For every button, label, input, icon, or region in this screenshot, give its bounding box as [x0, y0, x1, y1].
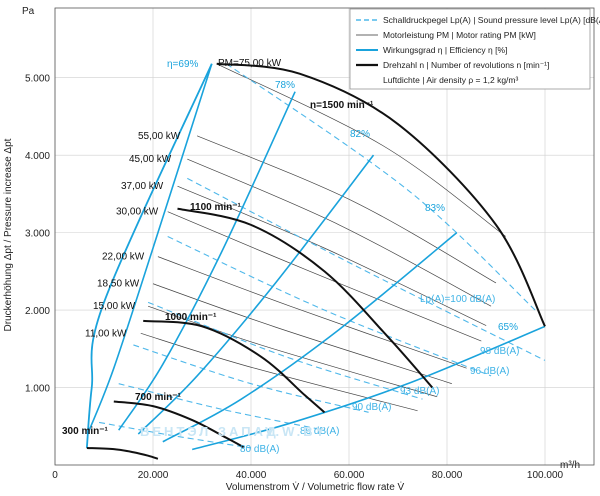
motor-top-label: PM=75,00 kW: [218, 58, 282, 69]
watermark: ВЕНТЭЛ ЗАПАД: [140, 424, 279, 439]
sound-pressure-label: 80 dB(A): [240, 444, 279, 455]
sound-pressure-label: Lp(A)=100 dB(A): [420, 294, 495, 305]
speed-curves: [86, 62, 546, 460]
speed-curve: [143, 319, 326, 414]
legend-label: Drehzahl n | Number of revolutions n [mi…: [383, 60, 549, 70]
motor-rating-line: [152, 283, 453, 385]
axes: 0 20.000 40.000 60.000 80.000 100.000 1.000 2.0…: [25, 7, 595, 481]
efficiency-line: [162, 232, 458, 443]
y-tick-label: 2.000: [25, 306, 50, 317]
efficiency-line: [88, 63, 213, 431]
motor-rating-line: [157, 256, 467, 369]
motor-rating-label: 18,50 kW: [97, 279, 140, 290]
efficiency-line: [137, 154, 375, 435]
motor-rating-line: [196, 135, 497, 284]
sound-pressure-label: 86 dB(A): [300, 426, 339, 437]
speed-label: n=1500 min⁻¹: [310, 100, 374, 111]
motor-rating-line: [177, 185, 487, 326]
sound-pressure-label: 98 dB(A): [480, 346, 519, 357]
motor-rating-line: [140, 332, 418, 412]
legend-label: Schalldruckpegel Lp(A) | Sound pressure …: [383, 15, 600, 25]
y-tick-label: 4.000: [25, 151, 50, 162]
x-tick-label: 40.000: [236, 470, 267, 481]
speed-label: 1100 min⁻¹: [190, 202, 242, 213]
efficiency-line: [118, 91, 296, 431]
x-tick-label: 20.000: [138, 470, 169, 481]
sound-pressure-line: [118, 383, 325, 431]
motor-rating-label: 30,00 kW: [116, 207, 159, 218]
legend-box: [349, 8, 591, 90]
sound-pressure-label: 90 dB(A): [352, 402, 391, 413]
speed-label: 1000 min⁻¹: [165, 312, 217, 323]
sound-pressure-line: [167, 236, 492, 377]
motor-rating-line: [187, 158, 492, 307]
plot-frame: [54, 7, 595, 466]
efficiency-lines: [85, 63, 546, 451]
motor-rating-label: 15,00 kW: [93, 301, 136, 312]
sound-pressure-lines: [99, 63, 546, 449]
y-tick-label: 1.000: [25, 384, 50, 395]
legend-label: Luftdichte | Air density ρ = 1,2 kg/m³: [383, 75, 518, 85]
sound-pressure-line: [99, 421, 252, 449]
efficiency-label: η=69%: [167, 59, 199, 70]
sound-pressure-label: 93 dB(A): [400, 386, 439, 397]
sound-pressure-label: 96 dB(A): [470, 366, 509, 377]
x-tick-label: 100.000: [527, 470, 564, 481]
motor-rating-lines: [140, 63, 507, 412]
y-axis-label: Druckerhöhung Δpt / Pressure increase Δp…: [3, 138, 14, 331]
speed-curve: [86, 446, 159, 460]
sound-pressure-line: [226, 63, 536, 311]
y-tick-label: 5.000: [25, 74, 50, 85]
legend: Schalldruckpegel Lp(A) | Sound pressure …: [349, 8, 600, 90]
x-tick-label: 0: [52, 470, 58, 481]
legend-label: Wirkungsgrad η | Efficiency η [%]: [383, 45, 507, 55]
watermark-url: V.W.BY: [265, 424, 327, 439]
efficiency-label: 78%: [275, 80, 295, 91]
motor-rating-line: [167, 211, 482, 342]
legend-label: Motorleistung PM | Motor rating PM [kW]: [383, 30, 536, 40]
y-tick-label: 3.000: [25, 229, 50, 240]
sound-pressure-line: [133, 344, 369, 413]
operating-envelope-left: [85, 63, 213, 449]
motor-rating-label: 45,00 kW: [129, 154, 172, 165]
x-tick-label: 60.000: [334, 470, 365, 481]
x-tick-label: 80.000: [432, 470, 463, 481]
efficiency-label: 83%: [425, 203, 445, 214]
x-unit: m³/h: [560, 460, 580, 471]
y-unit: Pa: [22, 6, 35, 17]
speed-curve: [177, 207, 434, 389]
efficiency-label: 82%: [350, 129, 370, 140]
sound-pressure-line: [147, 301, 423, 400]
speed-label: 300 min⁻¹: [62, 426, 109, 437]
efficiency-label: 65%: [498, 322, 518, 333]
speed-curve: [113, 400, 245, 449]
motor-rating-label: 55,00 kW: [138, 131, 181, 142]
speed-curve: [216, 62, 546, 327]
motor-rating-label: 11,00 kW: [85, 328, 127, 339]
motor-rating-label: 22,00 kW: [102, 252, 145, 263]
motor-rating-line: [216, 63, 507, 237]
motor-rating-label: 37,00 kW: [121, 181, 164, 192]
sound-pressure-line: [187, 177, 546, 361]
x-axis-label: Volumenstrom V̇ / Volumetric flow rate V…: [226, 480, 405, 493]
speed-label: 700 min⁻¹: [135, 392, 182, 403]
curve-labels: Lp(A)=100 dB(A) 98 dB(A) 96 dB(A) 93 dB(A) 9…: [62, 58, 519, 455]
efficiency-line: [191, 325, 546, 451]
